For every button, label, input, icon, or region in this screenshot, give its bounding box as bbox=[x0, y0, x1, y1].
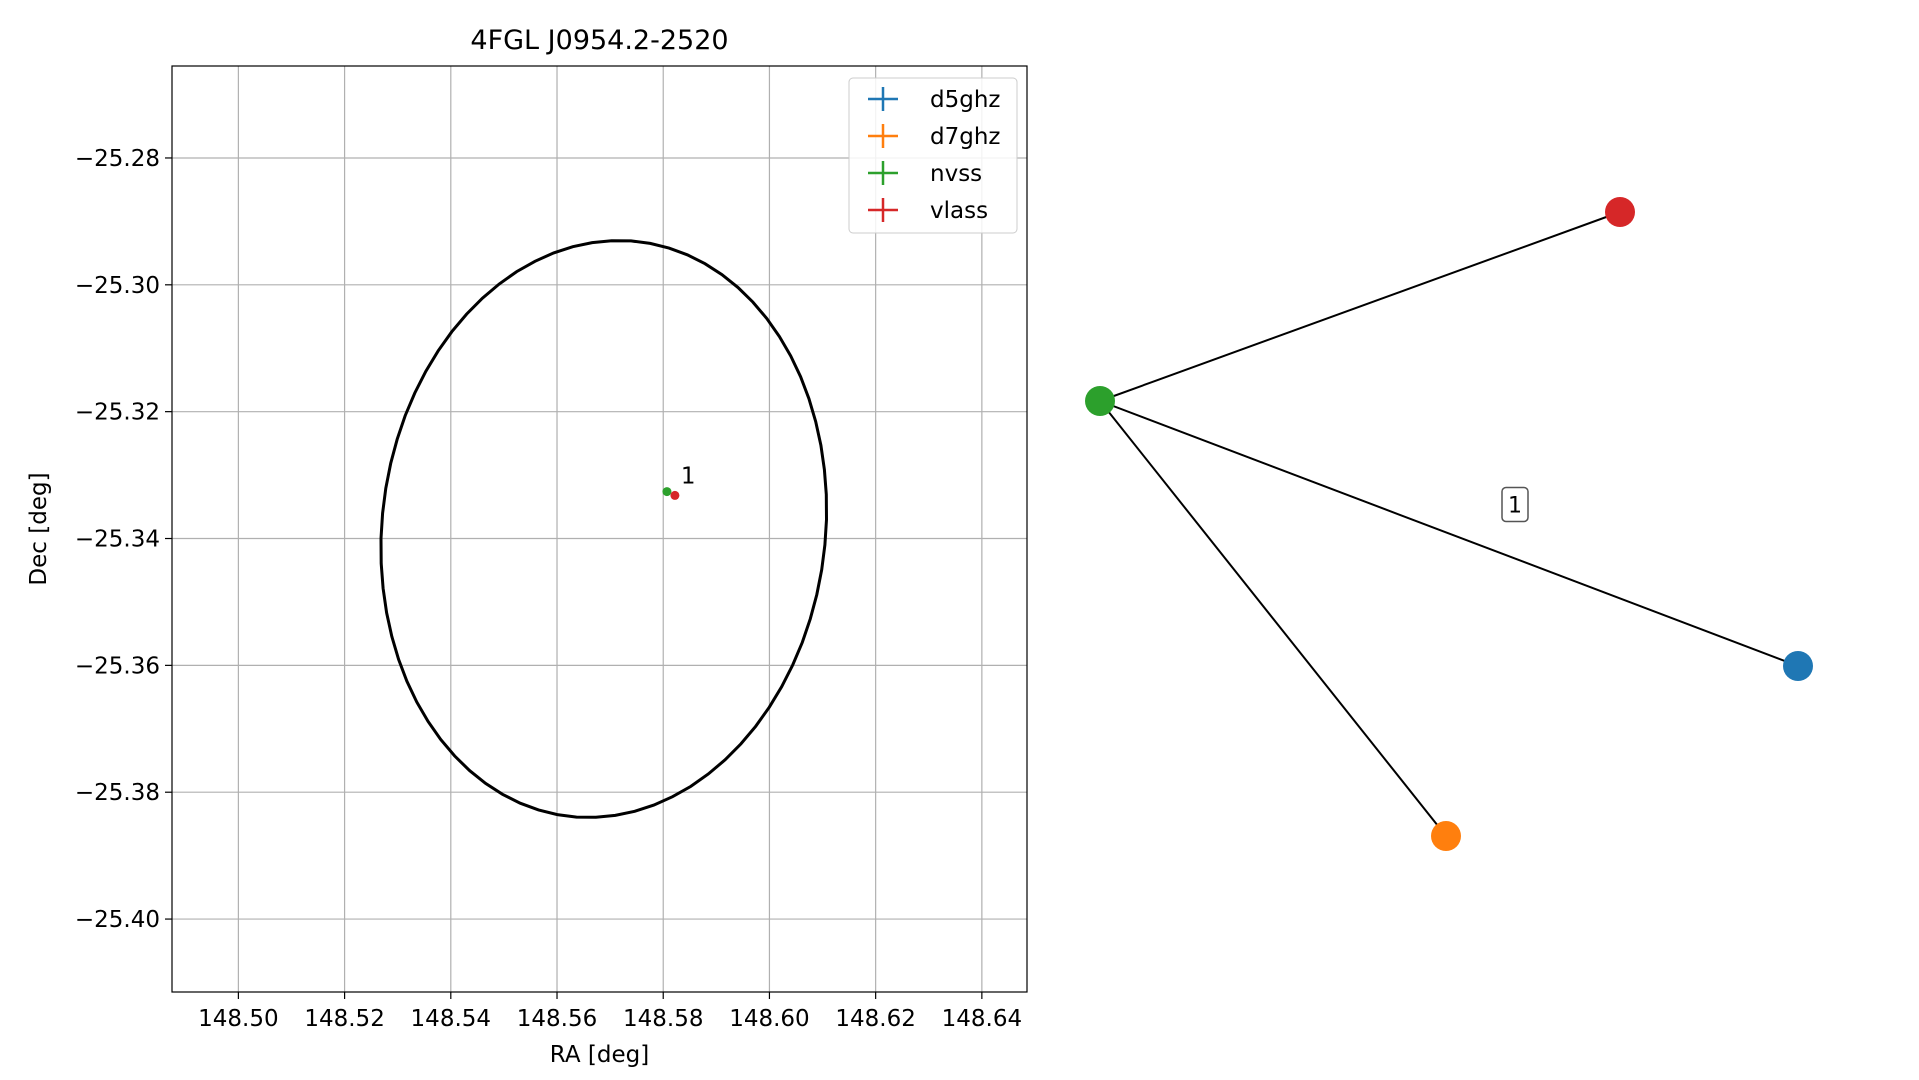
y-axis-label: Dec [deg] bbox=[26, 472, 52, 585]
chart-title: 4FGL J0954.2-2520 bbox=[470, 25, 728, 56]
y-tick-label: −25.32 bbox=[75, 400, 160, 426]
x-tick-label: 148.50 bbox=[198, 1006, 278, 1032]
legend-label-nvss: nvss bbox=[930, 161, 982, 187]
localization-ellipse-layer bbox=[379, 239, 829, 819]
x-tick-label: 148.52 bbox=[304, 1006, 384, 1032]
network-panel: 1 bbox=[1085, 197, 1813, 851]
legend-box bbox=[848, 77, 1018, 234]
node-d7ghz bbox=[1431, 821, 1461, 851]
network-edge-labels: 1 bbox=[1501, 486, 1529, 523]
edge-label: 1 bbox=[1508, 494, 1522, 519]
legend-label-d5ghz: d5ghz bbox=[930, 87, 1000, 113]
network-nodes bbox=[1085, 197, 1813, 851]
vlass-point bbox=[670, 490, 680, 500]
y-tick-label: −25.38 bbox=[75, 780, 160, 806]
y-tick-label: −25.30 bbox=[75, 273, 160, 299]
y-tick-label: −25.34 bbox=[75, 527, 160, 553]
grid bbox=[172, 66, 1027, 992]
y-tick-label: −25.36 bbox=[75, 653, 160, 679]
network-edges bbox=[1099, 211, 1799, 837]
x-tick-label: 148.62 bbox=[835, 1006, 915, 1032]
legend-label-d7ghz: d7ghz bbox=[930, 124, 1000, 150]
x-tick-label: 148.64 bbox=[942, 1006, 1022, 1032]
edge-nvss-d7ghz bbox=[1099, 400, 1447, 837]
nvss-point bbox=[662, 487, 672, 497]
x-axis-label: RA [deg] bbox=[550, 1042, 649, 1068]
y-ticks: −25.28 −25.30 −25.32 −25.34 −25.36 −25.38 −25.… bbox=[75, 146, 172, 933]
x-tick-label: 148.56 bbox=[517, 1006, 597, 1032]
scatter-panel: 1 148.50 148.52 148.54 148.56 148.58 148.60 14… bbox=[26, 25, 1028, 1068]
point-annotation: 1 bbox=[681, 463, 696, 489]
node-nvss bbox=[1085, 386, 1115, 416]
edge-label-box bbox=[1501, 486, 1529, 523]
legend-label-vlass: vlass bbox=[930, 198, 988, 224]
points-layer: 1 bbox=[662, 463, 696, 500]
node-vlass bbox=[1605, 197, 1635, 227]
localization-ellipse bbox=[379, 239, 829, 819]
x-tick-label: 148.54 bbox=[411, 1006, 491, 1032]
y-tick-label: −25.40 bbox=[75, 907, 160, 933]
x-tick-label: 148.58 bbox=[623, 1006, 703, 1032]
plot-frame bbox=[171, 65, 1028, 993]
y-tick-label: −25.28 bbox=[75, 146, 160, 172]
legend: d5ghz d7ghz nvss vlass bbox=[848, 77, 1018, 234]
node-d5ghz bbox=[1783, 651, 1813, 681]
edge-nvss-vlass bbox=[1099, 211, 1621, 402]
x-tick-label: 148.60 bbox=[729, 1006, 809, 1032]
edge-nvss-d5ghz bbox=[1099, 400, 1799, 667]
x-ticks: 148.50 148.52 148.54 148.56 148.58 148.60 148.… bbox=[198, 992, 1022, 1032]
